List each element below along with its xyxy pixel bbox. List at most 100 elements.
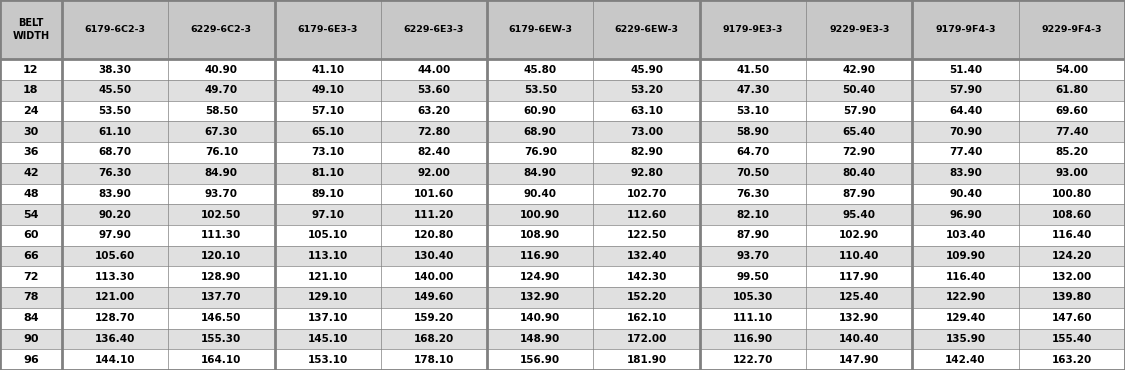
Text: 90.40: 90.40 xyxy=(950,189,982,199)
Text: 53.50: 53.50 xyxy=(524,85,557,95)
Text: 57.90: 57.90 xyxy=(843,106,875,116)
Text: 72: 72 xyxy=(24,272,38,282)
Text: 63.20: 63.20 xyxy=(417,106,450,116)
Text: 164.10: 164.10 xyxy=(201,354,242,365)
Text: 113.30: 113.30 xyxy=(94,272,135,282)
Text: 111.10: 111.10 xyxy=(732,313,773,323)
Text: 83.90: 83.90 xyxy=(99,189,132,199)
Text: 102.90: 102.90 xyxy=(839,230,880,240)
Text: 64.70: 64.70 xyxy=(736,147,770,158)
Text: 9229-9F4-3: 9229-9F4-3 xyxy=(1042,25,1102,34)
Text: 93.70: 93.70 xyxy=(737,251,770,261)
Text: 128.70: 128.70 xyxy=(94,313,135,323)
Bar xyxy=(0,184,1125,204)
Text: 139.80: 139.80 xyxy=(1052,292,1092,303)
Text: 120.80: 120.80 xyxy=(414,230,455,240)
Text: 80.40: 80.40 xyxy=(843,168,875,178)
Text: 40.90: 40.90 xyxy=(205,64,237,75)
Text: 24: 24 xyxy=(24,106,38,116)
Text: 121.00: 121.00 xyxy=(94,292,135,303)
Text: 121.10: 121.10 xyxy=(307,272,348,282)
Text: 156.90: 156.90 xyxy=(520,354,560,365)
Bar xyxy=(0,59,1125,80)
Text: 30: 30 xyxy=(24,127,38,137)
Text: 97.10: 97.10 xyxy=(312,209,344,220)
Text: 41.50: 41.50 xyxy=(737,64,770,75)
Text: 148.90: 148.90 xyxy=(520,334,560,344)
Text: 122.90: 122.90 xyxy=(945,292,986,303)
Bar xyxy=(0,204,1125,225)
Text: 144.10: 144.10 xyxy=(94,354,135,365)
Text: 45.80: 45.80 xyxy=(524,64,557,75)
Text: 90.40: 90.40 xyxy=(524,189,557,199)
Text: 76.90: 76.90 xyxy=(524,147,557,158)
Text: 87.90: 87.90 xyxy=(737,230,770,240)
Text: 77.40: 77.40 xyxy=(1055,127,1089,137)
Text: 45.90: 45.90 xyxy=(630,64,663,75)
Text: 87.90: 87.90 xyxy=(843,189,875,199)
Text: 124.90: 124.90 xyxy=(520,272,560,282)
Text: 6179-6C2-3: 6179-6C2-3 xyxy=(84,25,145,34)
Text: 93.70: 93.70 xyxy=(205,189,237,199)
Text: 66: 66 xyxy=(22,251,38,261)
Text: 137.70: 137.70 xyxy=(201,292,242,303)
Text: 116.40: 116.40 xyxy=(1052,230,1092,240)
Text: 45.50: 45.50 xyxy=(99,85,132,95)
Text: 105.10: 105.10 xyxy=(307,230,348,240)
Text: 159.20: 159.20 xyxy=(414,313,455,323)
Text: 140.40: 140.40 xyxy=(839,334,880,344)
Text: 96: 96 xyxy=(22,354,38,365)
Text: 102.50: 102.50 xyxy=(201,209,242,220)
Text: 6179-6E3-3: 6179-6E3-3 xyxy=(297,25,358,34)
Text: 103.40: 103.40 xyxy=(945,230,986,240)
Text: 95.40: 95.40 xyxy=(843,209,875,220)
Text: 78: 78 xyxy=(24,292,38,303)
Text: 149.60: 149.60 xyxy=(414,292,455,303)
Bar xyxy=(0,246,1125,266)
Text: 18: 18 xyxy=(24,85,38,95)
Text: 101.60: 101.60 xyxy=(414,189,455,199)
Text: 53.60: 53.60 xyxy=(417,85,450,95)
Text: 129.40: 129.40 xyxy=(945,313,986,323)
Text: 116.40: 116.40 xyxy=(945,272,986,282)
Text: 63.10: 63.10 xyxy=(630,106,663,116)
Text: 130.40: 130.40 xyxy=(414,251,455,261)
Text: 42: 42 xyxy=(24,168,38,178)
Text: 84.90: 84.90 xyxy=(524,168,557,178)
Text: 57.90: 57.90 xyxy=(950,85,982,95)
Text: 48: 48 xyxy=(24,189,38,199)
Text: 54: 54 xyxy=(24,209,38,220)
Text: 93.00: 93.00 xyxy=(1055,168,1088,178)
Text: 155.40: 155.40 xyxy=(1052,334,1092,344)
Text: 47.30: 47.30 xyxy=(736,85,770,95)
Bar xyxy=(0,266,1125,287)
Text: 132.90: 132.90 xyxy=(839,313,880,323)
Text: 116.90: 116.90 xyxy=(520,251,560,261)
Text: 58.50: 58.50 xyxy=(205,106,237,116)
Text: 82.90: 82.90 xyxy=(630,147,663,158)
Text: 9179-9F4-3: 9179-9F4-3 xyxy=(935,25,996,34)
Text: 53.10: 53.10 xyxy=(737,106,770,116)
Text: 70.90: 70.90 xyxy=(950,127,982,137)
Text: 90.20: 90.20 xyxy=(99,209,132,220)
Text: 92.80: 92.80 xyxy=(630,168,663,178)
Text: 60: 60 xyxy=(24,230,38,240)
Text: 181.90: 181.90 xyxy=(627,354,667,365)
Text: 172.00: 172.00 xyxy=(627,334,667,344)
Bar xyxy=(0,329,1125,349)
Text: 96.90: 96.90 xyxy=(950,209,982,220)
Bar xyxy=(0,0,1125,59)
Text: 135.90: 135.90 xyxy=(945,334,986,344)
Text: 162.10: 162.10 xyxy=(627,313,667,323)
Text: 111.30: 111.30 xyxy=(201,230,242,240)
Text: 168.20: 168.20 xyxy=(414,334,455,344)
Text: 100.80: 100.80 xyxy=(1052,189,1092,199)
Text: 6229-6C2-3: 6229-6C2-3 xyxy=(191,25,252,34)
Text: 97.90: 97.90 xyxy=(99,230,132,240)
Text: 53.50: 53.50 xyxy=(99,106,132,116)
Text: 68.70: 68.70 xyxy=(99,147,132,158)
Text: 73.00: 73.00 xyxy=(630,127,663,137)
Text: 102.70: 102.70 xyxy=(627,189,667,199)
Text: 136.40: 136.40 xyxy=(94,334,135,344)
Text: 89.10: 89.10 xyxy=(312,189,344,199)
